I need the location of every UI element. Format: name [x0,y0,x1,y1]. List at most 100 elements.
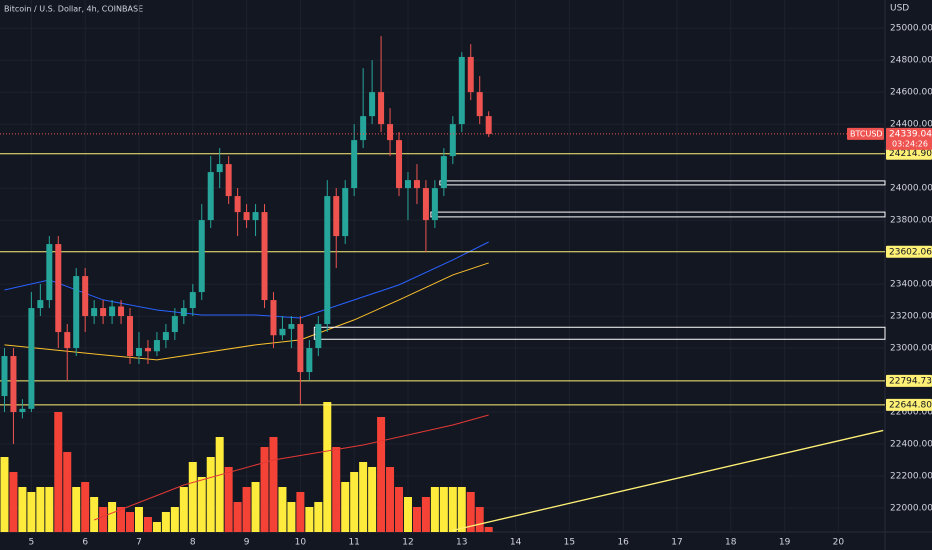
candle-body [288,324,295,329]
volume-bar [457,487,466,532]
y-tick-label: 22000.00 [890,504,932,514]
candle-body [28,308,35,409]
volume-bar [332,447,341,532]
candle-body [180,308,187,317]
volume-bar [421,497,430,532]
x-tick-label: 18 [725,538,737,548]
volume-bar [323,402,332,532]
level-label: 23602.06 [889,247,932,257]
candle-body [144,348,151,352]
y-tick-label: 24600.00 [890,88,932,98]
y-tick-label: 25000.00 [890,24,932,34]
symbol-tag [847,127,884,140]
price-label: 24339.04 [889,129,932,139]
candle-body [100,308,107,317]
candle-body [252,212,259,221]
candle-body [378,92,385,125]
volume-bar [359,462,368,532]
candle-body [207,172,214,221]
candle-body [82,276,89,317]
candle-body [37,300,44,309]
volume-bar [170,507,179,532]
volume-bar [54,412,63,532]
volume-bar [278,487,287,532]
volume-bar [386,467,395,532]
x-tick-label: 11 [348,538,359,548]
y-tick-label: 22600.00 [890,408,932,418]
candle-body [467,56,474,93]
volume-bar [45,487,54,532]
volume-bar [430,487,439,532]
volume-bar [475,507,484,532]
volume-bar [341,482,350,532]
x-tick-label: 12 [402,538,413,548]
candle-body [261,212,268,301]
candle-body [73,276,80,349]
volume-bar [117,507,126,532]
candle-body [46,244,53,301]
candle-body [198,220,205,293]
candle-body [189,292,196,309]
volume-bar [90,497,99,532]
candle-body [476,92,483,117]
candle-body [387,124,394,141]
volume-bar [206,457,215,532]
volume-bar [126,512,135,532]
countdown: 03:24:26 [892,139,928,148]
volume-bar [134,507,143,532]
volume-bar [72,487,81,532]
chart-title: Bitcoin / U.S. Dollar, 4h, COINBASE [4,5,143,14]
level-tag [886,245,932,258]
candle-body [449,124,456,157]
candle-body [91,308,98,317]
volume-bar [287,502,296,532]
candle-body [279,328,286,336]
candle-body [153,340,160,352]
candle-body [225,164,232,197]
x-tick-label: 14 [510,538,522,548]
x-tick-label: 7 [136,538,142,548]
volume-bar [242,487,251,532]
volume-bar [305,507,314,532]
x-tick-label: 17 [671,538,682,548]
zone [439,180,886,186]
zone [430,211,886,218]
x-tick-label: 20 [833,538,845,548]
volume-bar [27,492,36,532]
trendline [452,429,884,532]
volume-bar [368,467,377,532]
volume-bar [9,472,18,532]
candle-body [109,306,116,317]
volume-bar [197,477,206,532]
candle-body [270,300,277,336]
level-tag [886,398,932,411]
level-label: 24214.90 [889,149,932,159]
y-tick-label: 24800.00 [890,56,932,66]
y-tick-label: 23000.00 [890,344,932,354]
y-tick-label: 22200.00 [890,472,932,482]
volume-bar [448,487,457,532]
candle-body [404,180,411,189]
volume-bar [63,452,72,532]
candle-body [55,244,62,333]
candle-body [306,348,313,373]
x-tick-label: 19 [779,538,791,548]
volume-bar [179,487,188,532]
volume-bar [108,502,117,532]
volume-bar [143,517,152,532]
volume-bar [188,462,197,532]
volume-bar [0,457,9,532]
candle-body [64,332,71,349]
level-tag [886,147,932,160]
volume-bar [484,527,493,532]
candle-body [243,212,250,221]
candle-body [485,116,492,134]
volume-bar [152,522,161,532]
candle-body [422,188,429,221]
candle-body [431,188,438,221]
y-tick-label: 24400.00 [890,120,932,130]
level-tag [886,374,932,387]
x-tick-label: 13 [456,538,467,548]
volume-bar [251,482,260,532]
